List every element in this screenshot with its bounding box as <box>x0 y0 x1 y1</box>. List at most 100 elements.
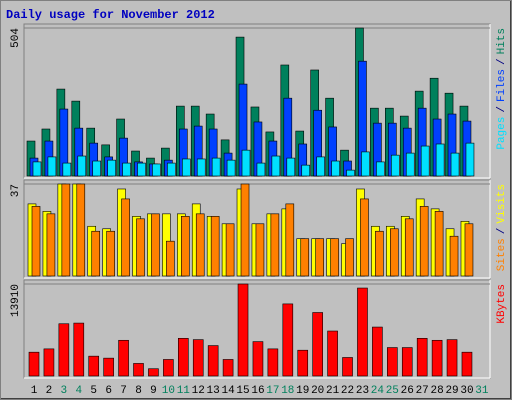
bar <box>431 339 443 377</box>
x-tick-label: 8 <box>135 385 142 397</box>
x-tick-label: 31 <box>475 385 489 397</box>
legend-entry: Pages <box>496 117 508 150</box>
bar <box>449 235 459 277</box>
bar <box>28 351 40 377</box>
bar <box>237 283 249 377</box>
bar <box>136 218 145 277</box>
x-tick-label: 5 <box>90 385 97 397</box>
bar <box>297 349 309 377</box>
bar <box>387 347 398 377</box>
bar <box>182 158 191 177</box>
bar <box>92 160 102 177</box>
bar <box>316 156 325 177</box>
legend-separator: / <box>496 228 508 235</box>
bar <box>73 322 85 377</box>
legend: Pages / Files / Hits <box>496 28 508 150</box>
bar <box>271 155 281 177</box>
bar <box>62 162 72 177</box>
bar <box>226 159 236 177</box>
x-tick-label: 20 <box>311 385 324 397</box>
bar <box>46 213 56 277</box>
bar <box>166 240 175 277</box>
bar <box>76 183 86 277</box>
bar <box>103 357 114 377</box>
bar <box>404 218 414 277</box>
legend-entry: Visits <box>496 184 508 224</box>
y-tick-label: 37 <box>10 184 22 197</box>
bar <box>107 159 116 177</box>
bar <box>192 339 204 377</box>
x-tick-label: 30 <box>460 385 473 397</box>
x-tick-label: 9 <box>150 385 157 397</box>
x-tick-label: 6 <box>105 385 112 397</box>
x-tick-label: 13 <box>207 385 220 397</box>
legend-separator: / <box>496 106 508 113</box>
x-tick-label: 17 <box>266 385 279 397</box>
bar <box>464 223 474 277</box>
bar <box>167 162 176 177</box>
bar <box>32 161 42 177</box>
chart-title: Daily usage for November 2012 <box>6 8 215 22</box>
legend-entry: Files <box>496 69 508 102</box>
bar <box>465 142 475 177</box>
bar <box>133 363 144 377</box>
bar <box>401 347 413 377</box>
bar <box>207 345 219 377</box>
bar <box>240 183 250 277</box>
legend: Sites / Visits <box>496 184 508 271</box>
bar <box>47 156 57 177</box>
bar <box>360 198 369 277</box>
bar <box>163 359 174 377</box>
bar <box>286 157 296 177</box>
x-tick-label: 16 <box>251 385 264 397</box>
bar <box>405 152 415 177</box>
x-tick-label: 29 <box>445 385 458 397</box>
x-tick-label: 23 <box>356 385 369 397</box>
bar <box>301 164 311 177</box>
y-tick-label: 504 <box>10 28 22 48</box>
bar <box>345 238 354 277</box>
x-tick-label: 18 <box>281 385 294 397</box>
legend-entry: Hits <box>496 28 508 54</box>
bar <box>43 348 55 377</box>
bar <box>300 238 310 277</box>
bar <box>121 198 130 277</box>
x-tick-label: 10 <box>162 385 175 397</box>
bar <box>91 230 101 277</box>
bar <box>419 206 429 277</box>
bar <box>58 323 70 377</box>
bar <box>255 223 265 277</box>
bar <box>252 341 264 377</box>
bar <box>122 162 131 177</box>
bar <box>77 155 87 177</box>
bar <box>106 230 115 277</box>
bar <box>361 151 370 177</box>
bar <box>376 161 385 177</box>
bar <box>31 206 41 277</box>
x-tick-label: 11 <box>177 385 191 397</box>
bar <box>225 223 235 277</box>
x-tick-label: 21 <box>326 385 340 397</box>
bar <box>241 149 251 177</box>
bar <box>195 213 205 277</box>
bar <box>152 163 161 177</box>
bar <box>61 183 71 277</box>
bar <box>211 157 221 177</box>
bar <box>357 287 368 377</box>
bar <box>450 152 460 177</box>
bar <box>372 326 383 377</box>
bar <box>434 211 444 277</box>
bar <box>331 160 340 177</box>
bar <box>285 203 295 277</box>
bar <box>461 351 473 377</box>
bar <box>148 368 159 377</box>
legend-entry: Sites <box>496 238 508 271</box>
bar <box>435 143 445 177</box>
bar <box>391 154 400 177</box>
x-tick-label: 4 <box>75 385 82 397</box>
x-tick-label: 28 <box>431 385 444 397</box>
bar <box>342 357 353 377</box>
x-tick-label: 1 <box>31 385 38 397</box>
bar <box>330 238 339 277</box>
